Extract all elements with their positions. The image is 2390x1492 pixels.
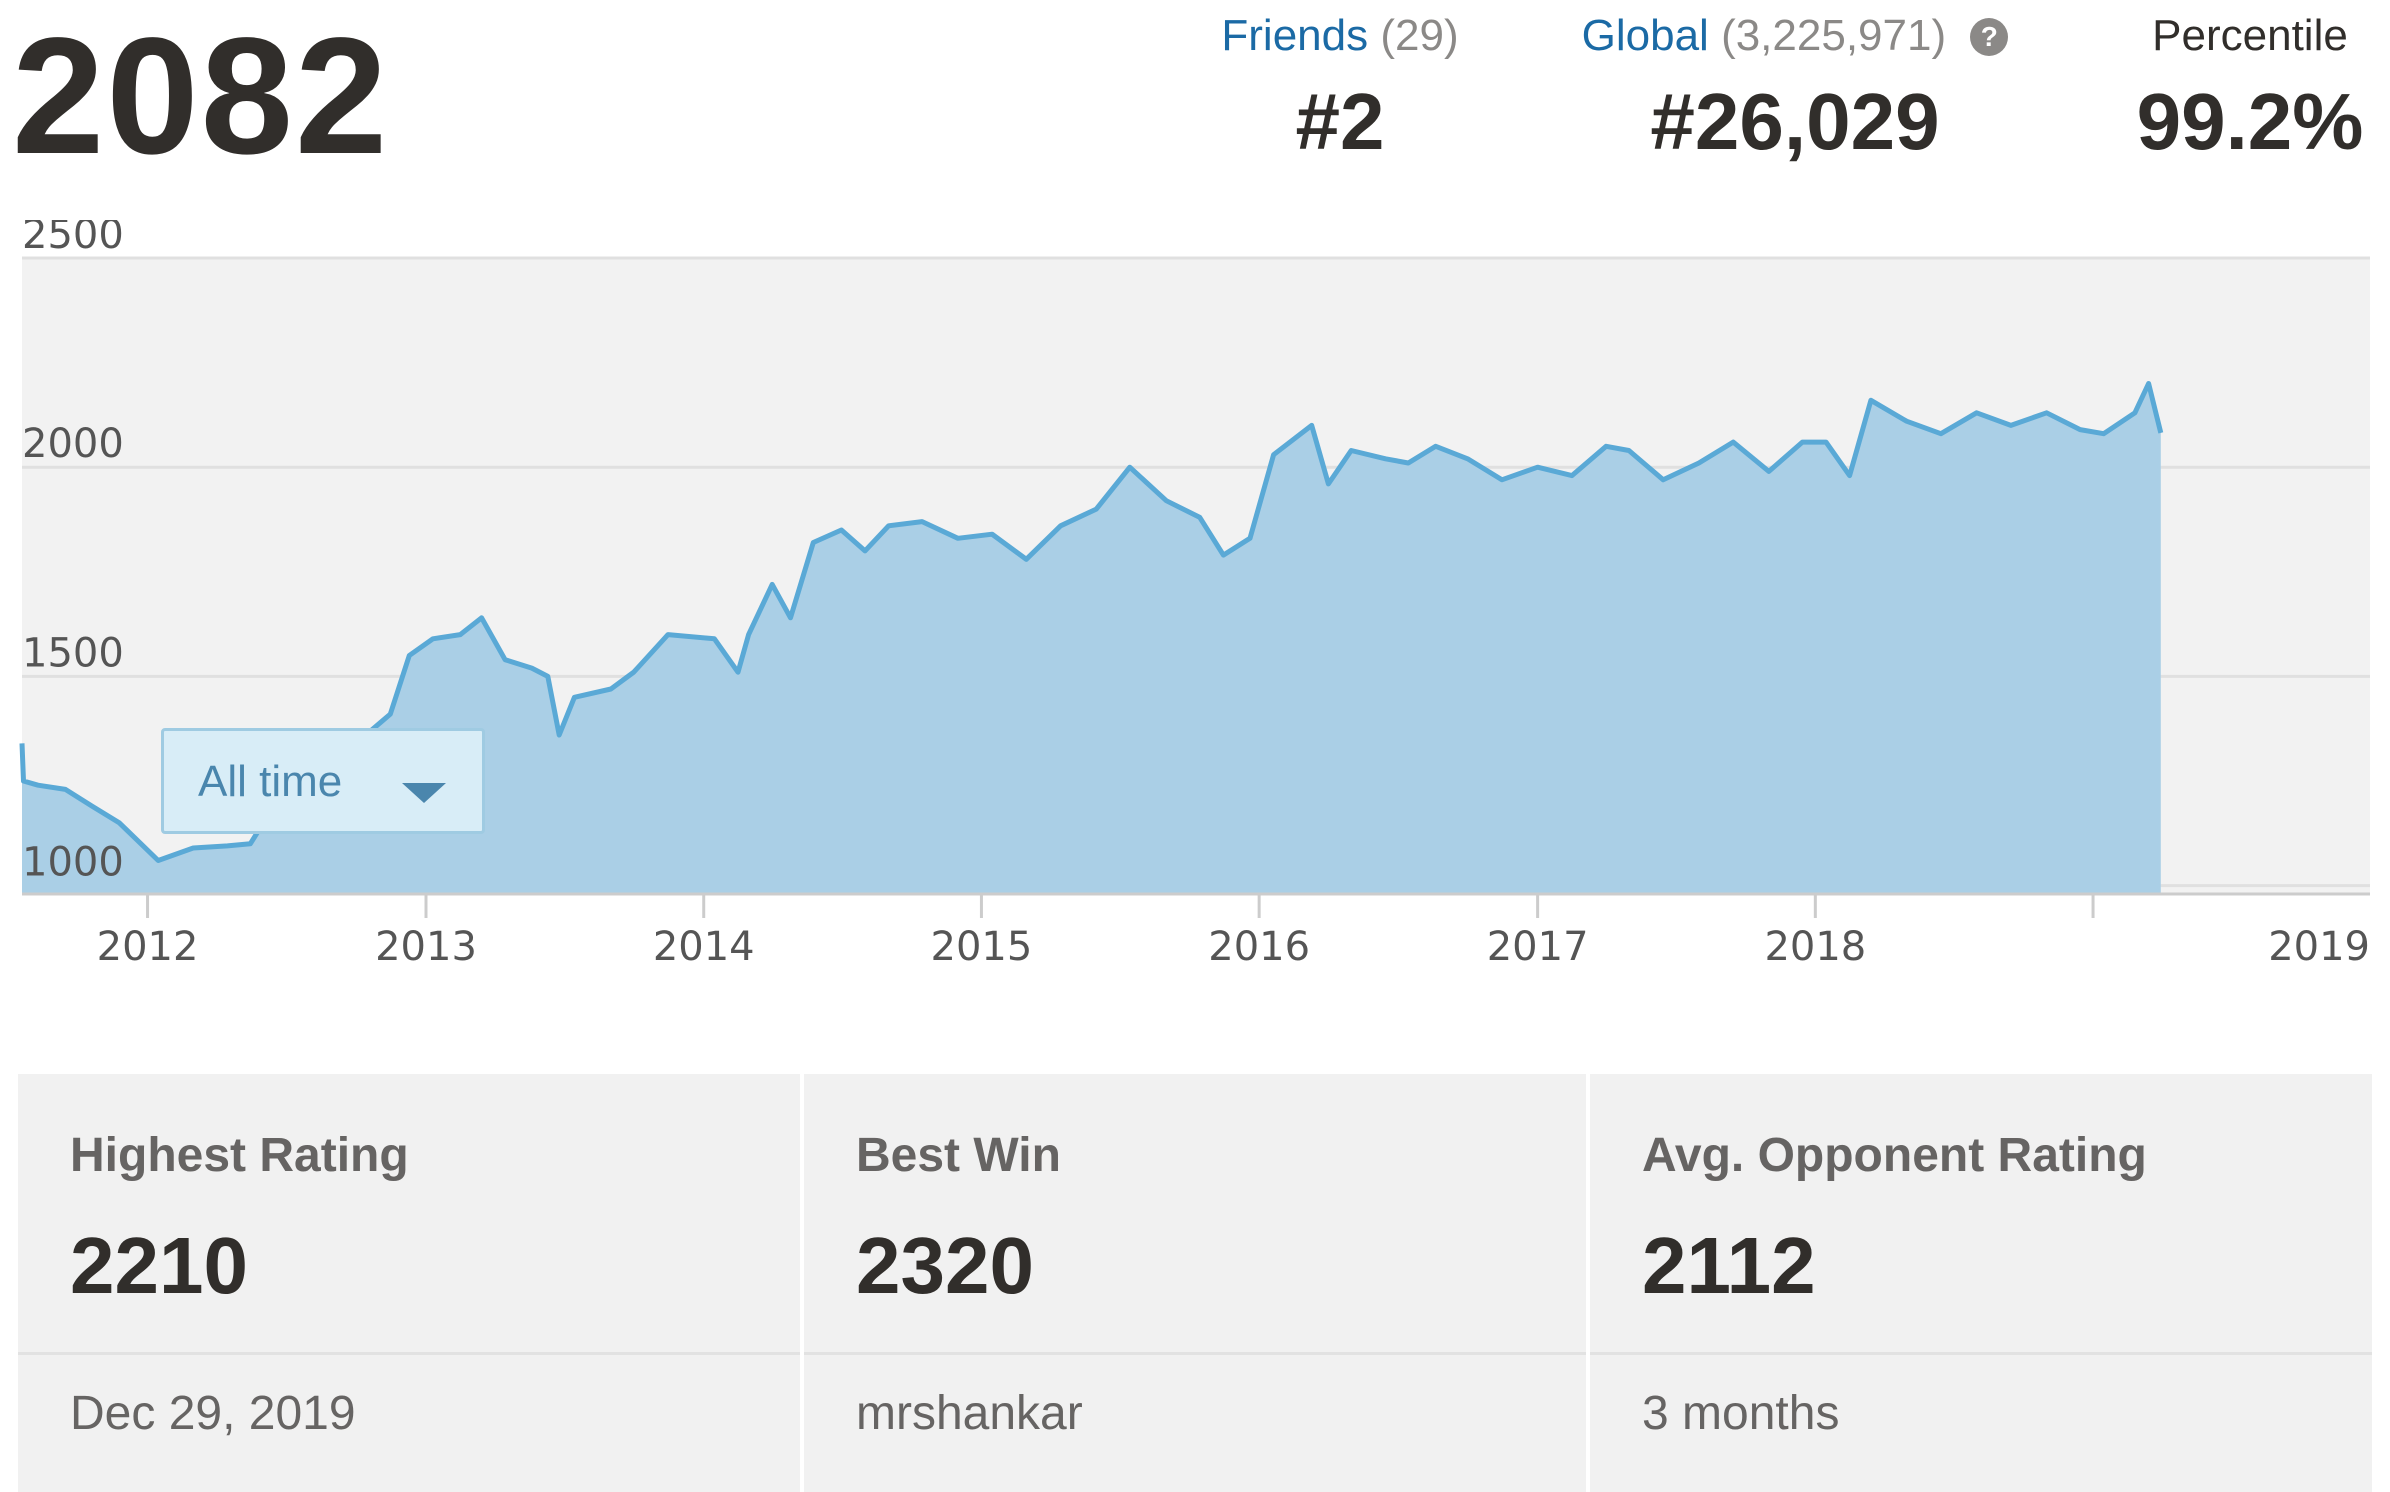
y-axis: 1000 1500 2000 2500 (22, 220, 124, 886)
friends-count: (29) (1380, 11, 1459, 60)
x-tick-label: 2017 (1487, 924, 1589, 970)
rating-line (19, 381, 2164, 863)
y-tick-label: 2500 (22, 220, 124, 258)
percentile: Percentile 99.2% (2120, 8, 2380, 162)
time-range-dropdown[interactable]: All time (161, 728, 485, 834)
stat-value: 2210 (70, 1221, 248, 1310)
stats-panel: Highest Rating 2210 Dec 29, 2019 Best Wi… (18, 1074, 2372, 1492)
y-tick-label: 2000 (22, 421, 124, 467)
rating-history-chart: 2012 2013 2014 2015 2016 2017 2018 2019 1000 150… (19, 220, 2370, 970)
stat-detail: 3 months (1642, 1387, 1840, 1440)
x-tick-label: 2019 (2268, 924, 2370, 970)
global-rank-value: #26,029 (1650, 77, 1940, 166)
x-tick-label: 2016 (1208, 924, 1310, 970)
percentile-label: Percentile (2152, 11, 2348, 60)
stat-card-avg-opponent: Avg. Opponent Rating 2112 3 months (1590, 1074, 2372, 1492)
stat-value: 2320 (856, 1221, 1034, 1310)
global-rank[interactable]: Global (3,225,971) ? #26,029 (1575, 8, 2015, 162)
stat-detail[interactable]: mrshankar (856, 1387, 1083, 1440)
x-tick-label: 2012 (97, 924, 199, 970)
x-tick-label: 2018 (1764, 924, 1866, 970)
stat-card-best-win: Best Win 2320 mrshankar (804, 1074, 1586, 1492)
y-tick-label: 1000 (22, 840, 124, 886)
x-tick-label: 2013 (375, 924, 477, 970)
help-icon[interactable]: ? (1970, 18, 2009, 56)
y-tick-label: 1500 (22, 630, 124, 676)
x-tick-label: 2015 (931, 924, 1033, 970)
friends-rank[interactable]: Friends (29) #2 (1200, 8, 1480, 162)
rating-area (22, 383, 2161, 894)
global-count: (3,225,971) (1721, 11, 1947, 60)
stat-value: 2112 (1642, 1221, 1816, 1310)
stat-detail: Dec 29, 2019 (70, 1387, 356, 1440)
current-rating: 2082 (12, 4, 390, 189)
stat-label: Avg. Opponent Rating (1642, 1129, 2147, 1182)
time-range-label: All time (198, 757, 343, 806)
chevron-down-icon (402, 783, 446, 803)
x-axis: 2012 2013 2014 2015 2016 2017 2018 2019 (97, 894, 2370, 970)
stat-label: Highest Rating (70, 1129, 409, 1182)
friends-label[interactable]: Friends (1221, 11, 1369, 60)
global-label[interactable]: Global (1581, 11, 1709, 60)
stat-label: Best Win (856, 1129, 1061, 1182)
percentile-value: 99.2% (2136, 77, 2364, 166)
friends-rank-value: #2 (1295, 77, 1385, 166)
stat-card-highest-rating: Highest Rating 2210 Dec 29, 2019 (18, 1074, 800, 1492)
x-tick-label: 2014 (653, 924, 755, 970)
